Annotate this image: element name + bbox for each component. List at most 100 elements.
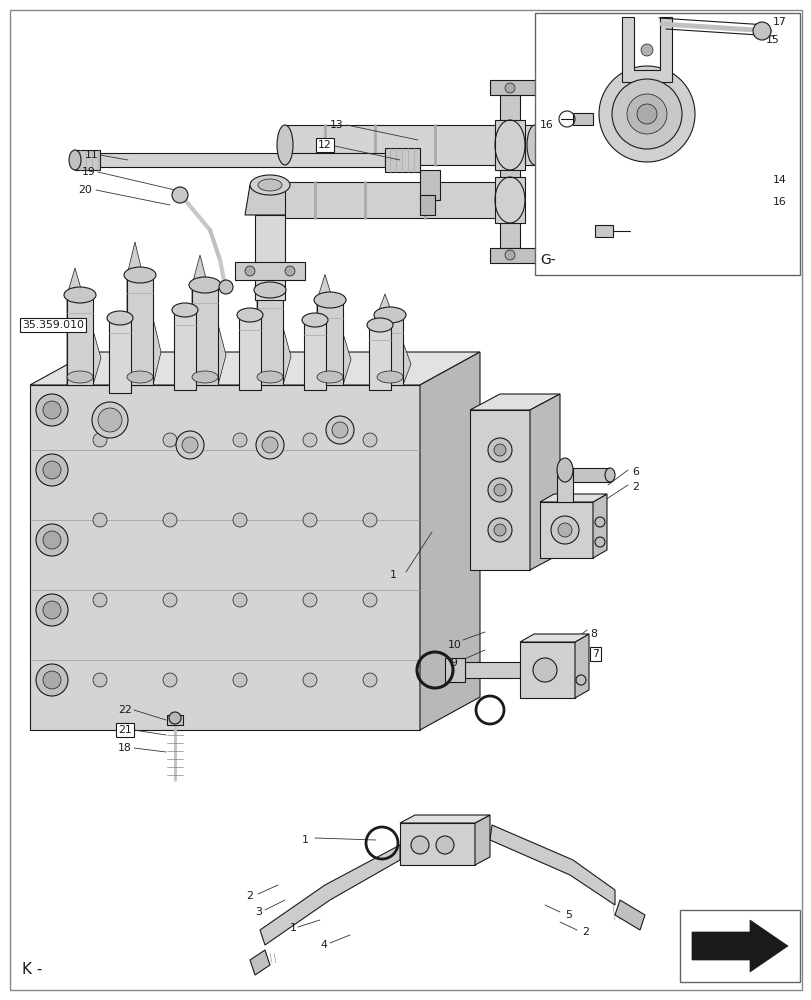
Circle shape	[532, 658, 556, 682]
Polygon shape	[470, 410, 530, 570]
Circle shape	[169, 712, 181, 724]
Circle shape	[92, 402, 128, 438]
Circle shape	[93, 673, 107, 687]
Ellipse shape	[191, 371, 217, 383]
Polygon shape	[238, 315, 260, 390]
Polygon shape	[500, 95, 519, 248]
Polygon shape	[614, 900, 644, 930]
Circle shape	[233, 513, 247, 527]
Polygon shape	[75, 150, 100, 170]
Text: 12: 12	[318, 140, 332, 150]
Polygon shape	[573, 113, 592, 125]
Circle shape	[363, 433, 376, 447]
Circle shape	[163, 593, 177, 607]
Ellipse shape	[314, 292, 345, 308]
Text: 10: 10	[448, 640, 461, 650]
Text: K -: K -	[22, 962, 42, 977]
Circle shape	[493, 444, 505, 456]
Circle shape	[255, 431, 284, 459]
Circle shape	[363, 513, 376, 527]
FancyBboxPatch shape	[10, 10, 801, 990]
Circle shape	[504, 250, 514, 260]
Polygon shape	[556, 470, 573, 502]
Polygon shape	[174, 310, 195, 390]
Polygon shape	[67, 268, 101, 385]
Text: 4: 4	[320, 940, 327, 950]
Ellipse shape	[258, 179, 281, 191]
Text: 17: 17	[772, 17, 786, 27]
Circle shape	[163, 433, 177, 447]
Circle shape	[626, 94, 666, 134]
Polygon shape	[191, 255, 225, 385]
Circle shape	[285, 266, 294, 276]
Circle shape	[303, 593, 316, 607]
Ellipse shape	[67, 371, 93, 383]
Circle shape	[487, 478, 512, 502]
Ellipse shape	[127, 371, 152, 383]
Text: 9: 9	[449, 658, 457, 668]
Text: 5: 5	[564, 910, 571, 920]
Text: 6: 6	[631, 467, 638, 477]
Text: 35.359.010: 35.359.010	[22, 320, 84, 330]
Circle shape	[93, 433, 107, 447]
Polygon shape	[191, 285, 217, 385]
Ellipse shape	[556, 458, 573, 482]
Text: 21: 21	[118, 725, 131, 735]
Text: 3: 3	[255, 907, 262, 917]
Polygon shape	[285, 182, 509, 218]
Ellipse shape	[107, 311, 133, 325]
Circle shape	[410, 836, 428, 854]
Polygon shape	[574, 634, 588, 698]
Polygon shape	[495, 177, 525, 223]
Text: 19: 19	[82, 167, 96, 177]
Circle shape	[36, 664, 68, 696]
Polygon shape	[474, 815, 489, 865]
Ellipse shape	[124, 267, 156, 283]
Circle shape	[599, 66, 694, 162]
Polygon shape	[573, 468, 609, 482]
Text: 20: 20	[78, 185, 92, 195]
Polygon shape	[594, 225, 612, 237]
Circle shape	[262, 437, 277, 453]
Polygon shape	[530, 394, 560, 570]
Circle shape	[163, 513, 177, 527]
Polygon shape	[539, 502, 592, 558]
Text: 8: 8	[590, 629, 596, 639]
Polygon shape	[539, 494, 607, 502]
Polygon shape	[30, 385, 419, 730]
Polygon shape	[67, 295, 93, 385]
Circle shape	[551, 516, 578, 544]
Circle shape	[436, 836, 453, 854]
Ellipse shape	[250, 175, 290, 195]
Polygon shape	[519, 634, 588, 642]
Circle shape	[363, 593, 376, 607]
Polygon shape	[257, 290, 283, 385]
Circle shape	[325, 416, 354, 444]
Circle shape	[172, 187, 188, 203]
Text: 16: 16	[539, 120, 553, 130]
Circle shape	[36, 454, 68, 486]
Polygon shape	[127, 242, 161, 385]
Ellipse shape	[277, 125, 293, 165]
Circle shape	[233, 593, 247, 607]
Circle shape	[43, 461, 61, 479]
Polygon shape	[384, 148, 419, 172]
Polygon shape	[234, 262, 305, 280]
Circle shape	[303, 433, 316, 447]
Polygon shape	[465, 662, 519, 678]
Polygon shape	[316, 300, 342, 385]
Polygon shape	[245, 185, 294, 215]
Circle shape	[487, 518, 512, 542]
Circle shape	[332, 422, 348, 438]
Text: 18: 18	[118, 743, 131, 753]
Polygon shape	[400, 815, 489, 823]
Polygon shape	[495, 120, 525, 170]
Circle shape	[233, 673, 247, 687]
Ellipse shape	[189, 277, 221, 293]
Polygon shape	[444, 658, 465, 682]
Circle shape	[493, 524, 505, 536]
Polygon shape	[30, 352, 479, 385]
Circle shape	[163, 673, 177, 687]
Polygon shape	[100, 153, 384, 167]
Text: 2: 2	[631, 482, 638, 492]
